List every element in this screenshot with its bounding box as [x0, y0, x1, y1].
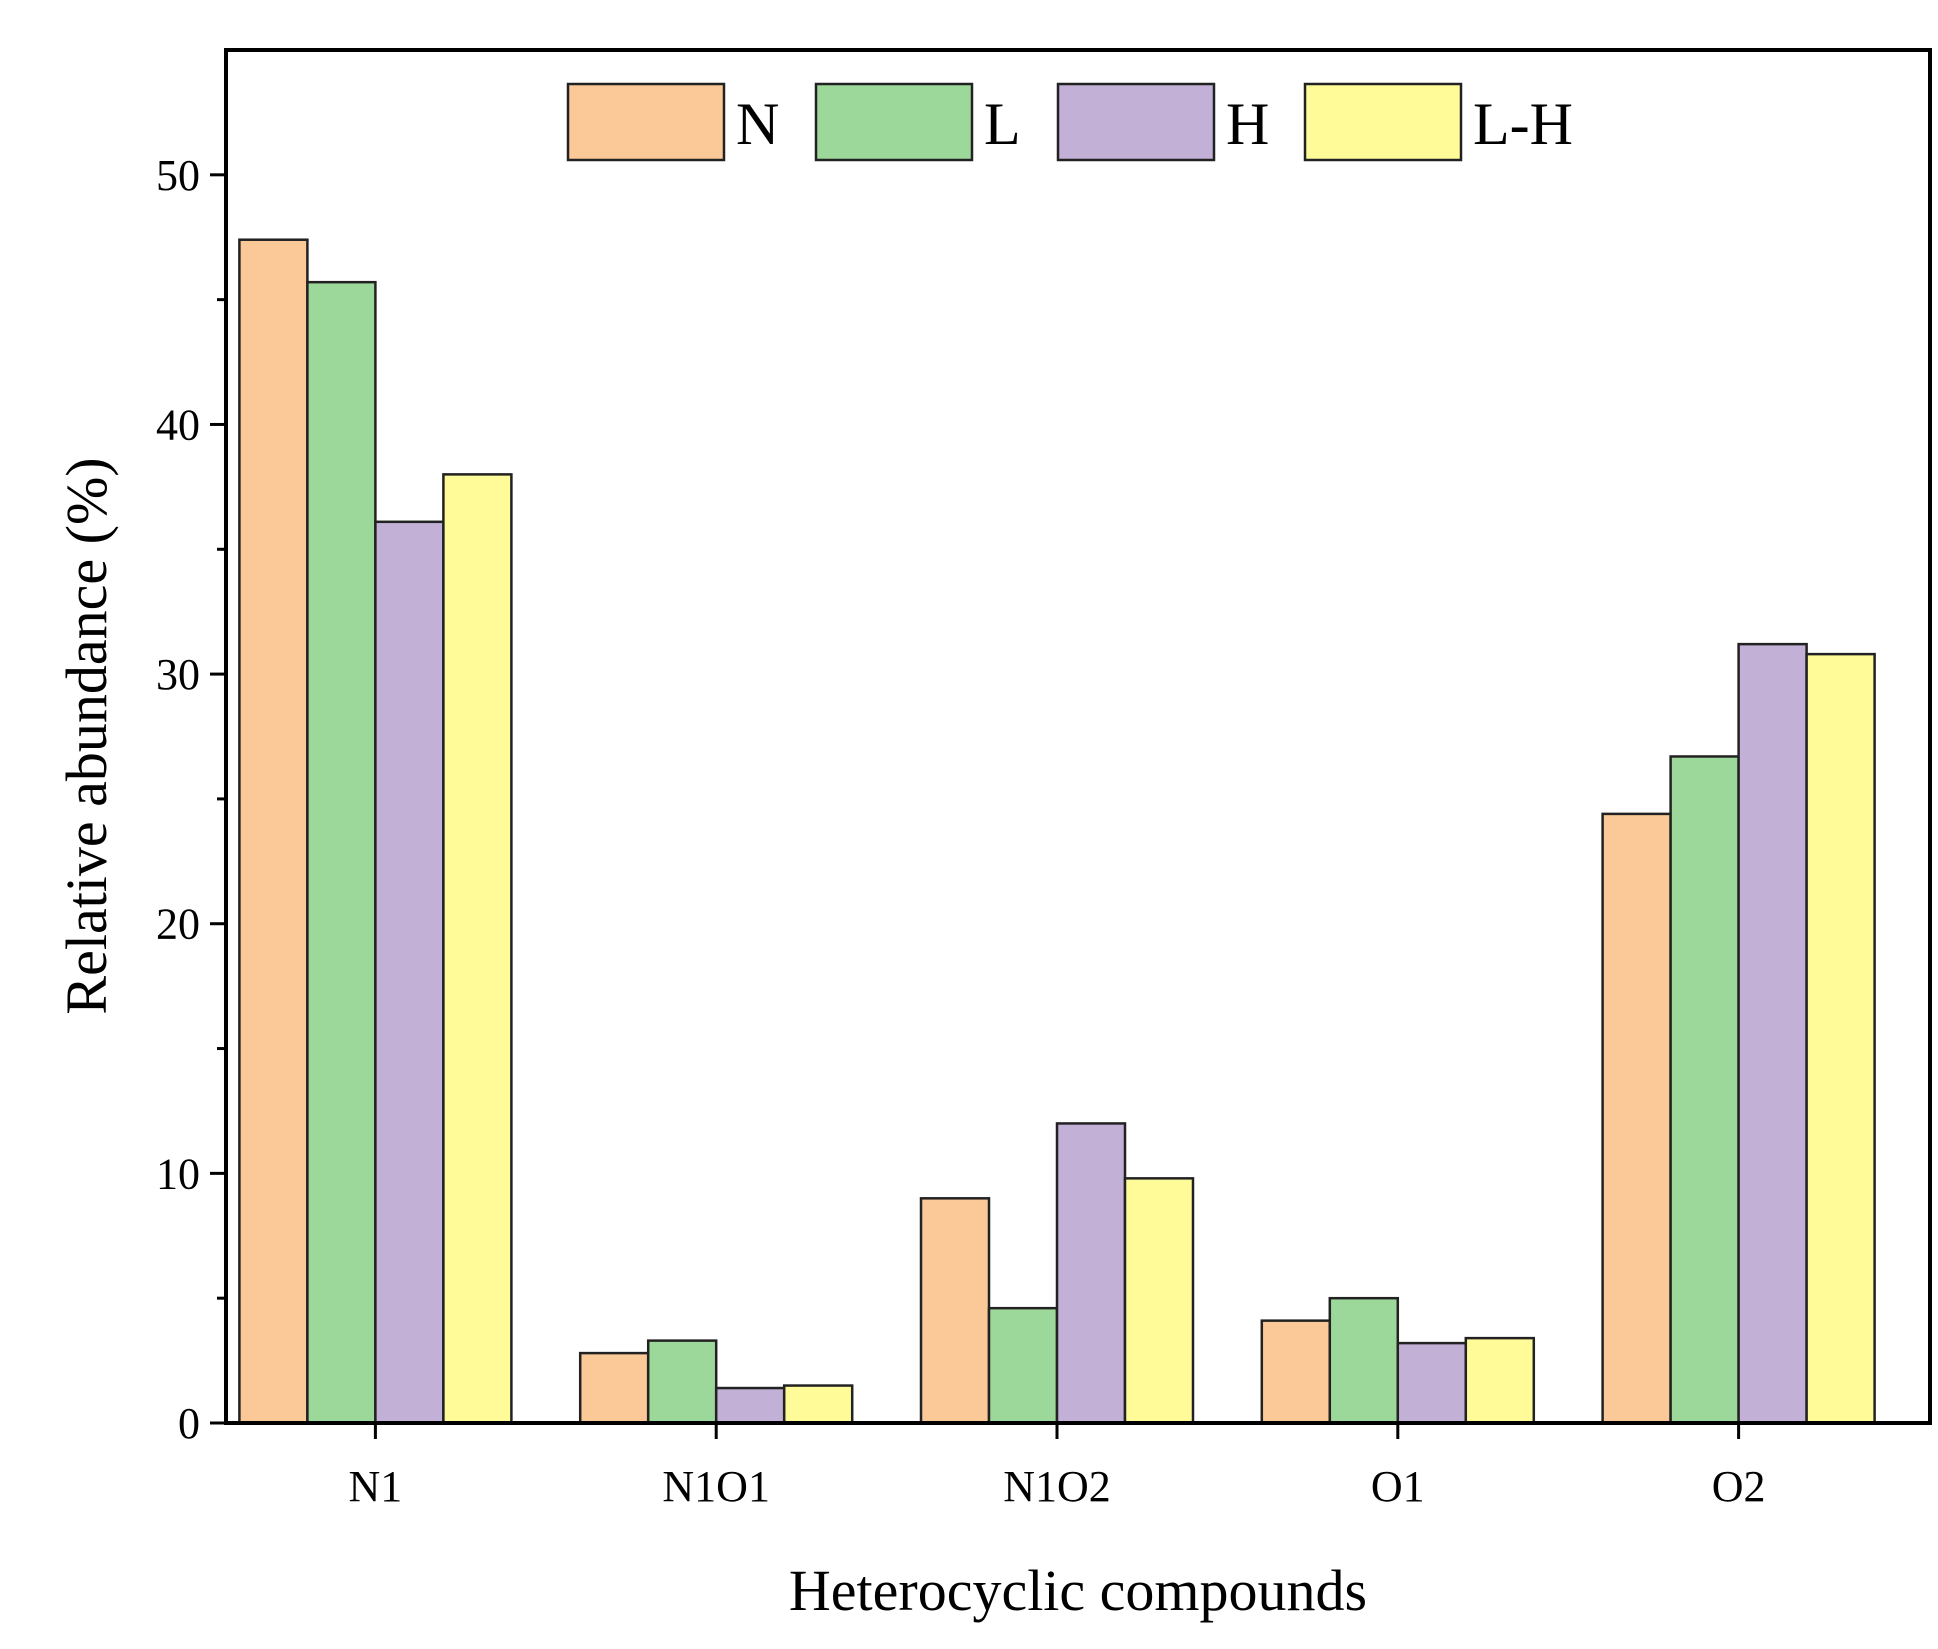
bar-L-N1 — [306, 280, 377, 1425]
bar-L-H-N1 — [442, 473, 513, 1425]
y-tick-label: 30 — [156, 650, 200, 699]
x-axis-title: Heterocyclic compounds — [789, 1558, 1367, 1623]
bar-L-N1O1 — [646, 1339, 718, 1425]
bar-N-N1O2 — [919, 1197, 991, 1425]
y-tick-label: 40 — [156, 400, 200, 449]
bar-H-N1 — [374, 520, 445, 1425]
bars-layer — [238, 238, 1876, 1425]
bar-N-O2 — [1601, 812, 1672, 1425]
legend-label-H: H — [1226, 91, 1269, 157]
bar-L-H-N1O2 — [1123, 1177, 1195, 1425]
plot-frame — [224, 48, 1932, 1425]
bar-L-H-N1O1 — [782, 1384, 854, 1425]
legend-label-L-H: L-H — [1473, 91, 1573, 157]
bar-L-O2 — [1669, 755, 1740, 1425]
bar-L-H-O2 — [1805, 652, 1876, 1425]
y-tick-label: 10 — [156, 1149, 200, 1198]
x-axis: N1 N1O1 N1O2 O1 O2 — [349, 1423, 1766, 1511]
bar-H-N1O2 — [1055, 1122, 1127, 1425]
x-tick-label: N1 — [349, 1462, 403, 1511]
bar-N-O1 — [1260, 1319, 1332, 1425]
bar-L-H-O1 — [1464, 1336, 1536, 1425]
legend-swatch-N — [566, 82, 726, 162]
x-tick-label: N1O1 — [662, 1462, 770, 1511]
y-tick-label: 0 — [178, 1399, 200, 1448]
bar-H-N1O1 — [714, 1386, 786, 1425]
x-tick-label: O1 — [1371, 1462, 1425, 1511]
legend-swatch-L-H — [1303, 82, 1463, 162]
bar-N-N1 — [238, 238, 309, 1425]
x-tick-label: N1O2 — [1003, 1462, 1111, 1511]
bar-H-O2 — [1737, 642, 1808, 1425]
y-tick-label: 50 — [156, 151, 200, 200]
legend-label-N: N — [736, 91, 779, 157]
bar-L-O1 — [1328, 1296, 1400, 1425]
y-axis: 0 10 20 30 40 50 — [156, 151, 226, 1448]
legend-swatch-L — [814, 82, 974, 162]
bar-L-N1O2 — [987, 1306, 1059, 1425]
legend-swatch-H — [1056, 82, 1216, 162]
legend: N L H L-H — [566, 82, 1573, 162]
x-tick-label: O2 — [1712, 1462, 1766, 1511]
y-axis-title: Relative abundance (%) — [54, 457, 119, 1014]
bar-H-O1 — [1396, 1341, 1468, 1425]
bar-N-N1O1 — [578, 1351, 650, 1425]
y-tick-label: 20 — [156, 900, 200, 949]
legend-label-L: L — [984, 91, 1021, 157]
